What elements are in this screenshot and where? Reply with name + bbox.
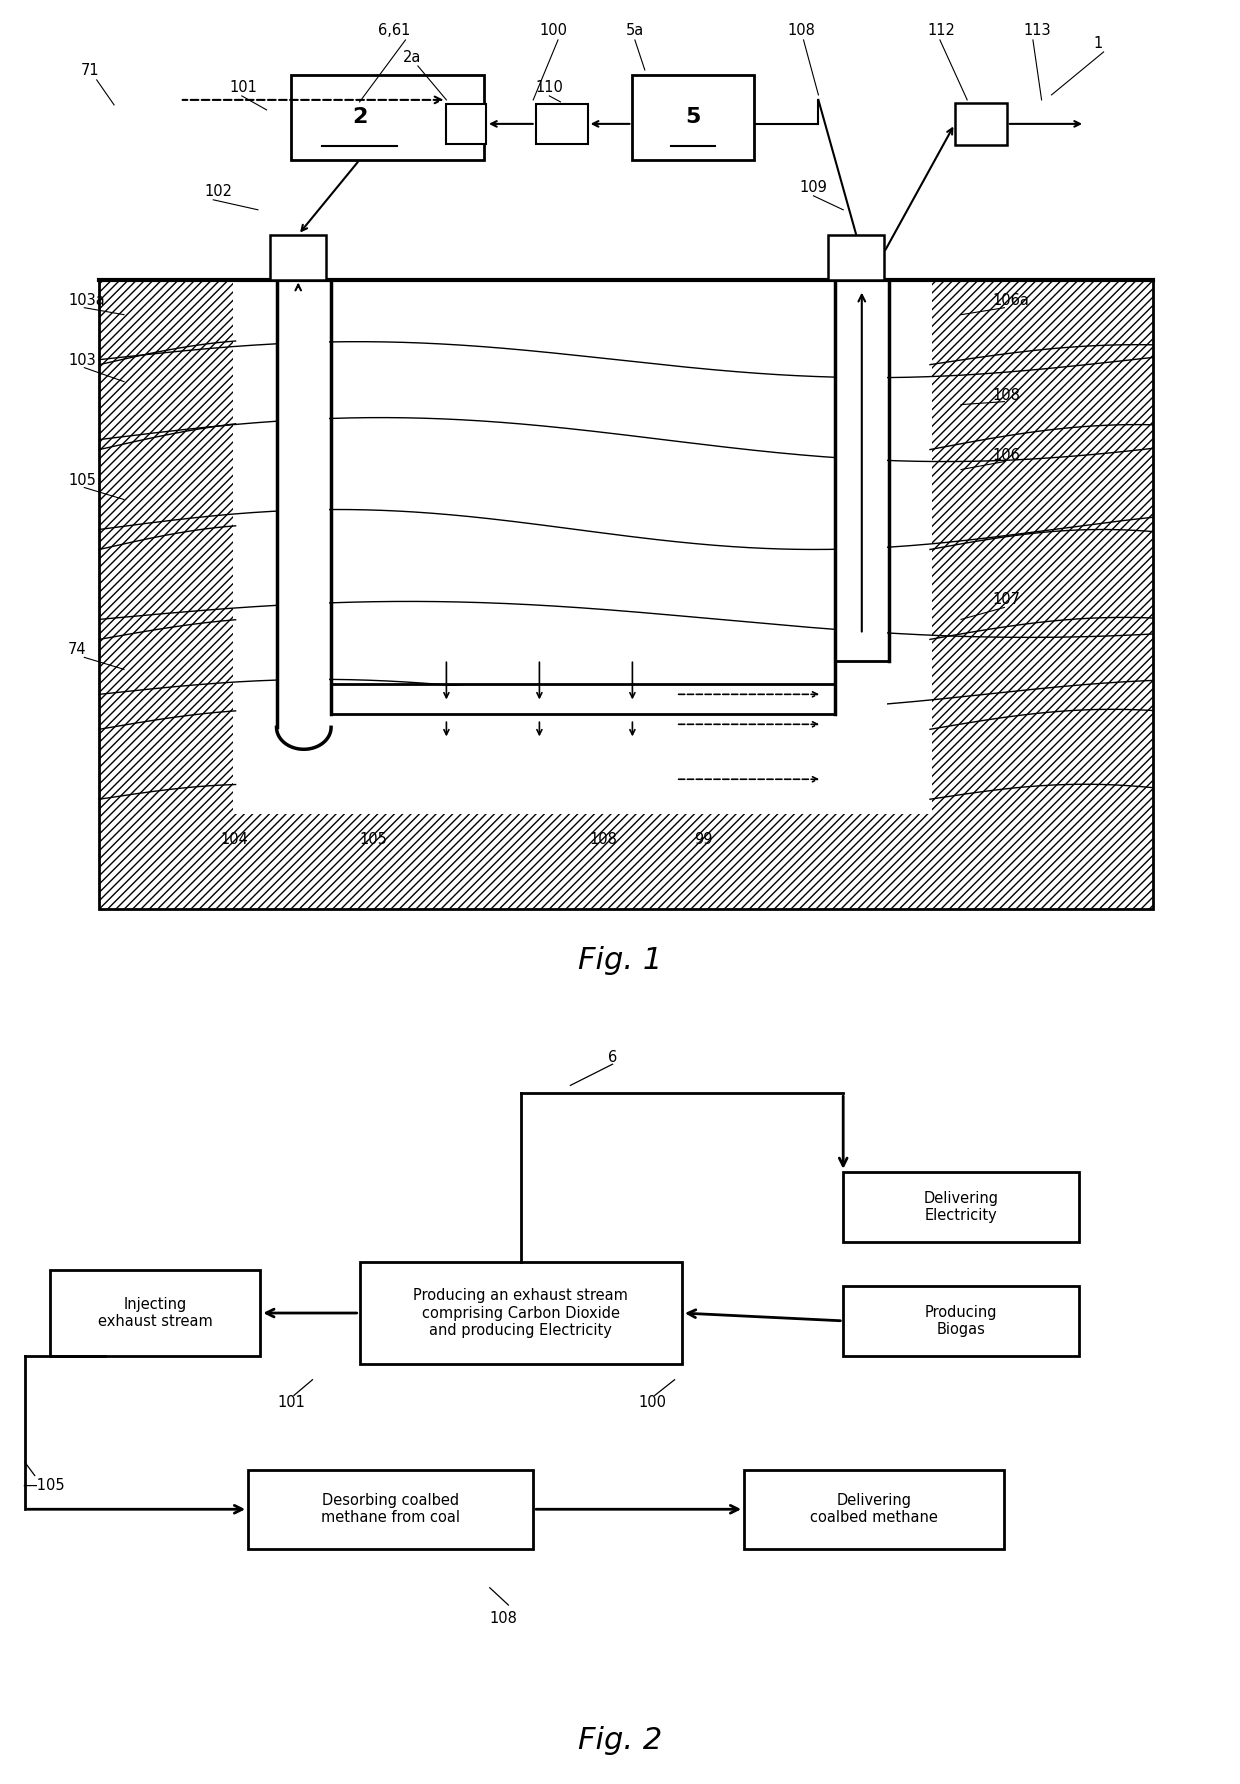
Bar bbox=[279, 280, 329, 749]
Text: 110: 110 bbox=[536, 80, 563, 95]
Text: 6,61: 6,61 bbox=[378, 23, 410, 37]
Bar bbox=[329, 687, 837, 712]
FancyBboxPatch shape bbox=[536, 103, 588, 145]
Text: 101: 101 bbox=[278, 1395, 305, 1409]
FancyBboxPatch shape bbox=[291, 75, 484, 161]
Text: 101: 101 bbox=[229, 80, 257, 95]
Text: 74: 74 bbox=[68, 642, 87, 657]
Text: 108: 108 bbox=[589, 831, 616, 847]
Text: 106: 106 bbox=[992, 448, 1019, 462]
Text: 113: 113 bbox=[1023, 23, 1050, 37]
Text: Delivering
Electricity: Delivering Electricity bbox=[924, 1192, 998, 1224]
Text: 109: 109 bbox=[800, 180, 827, 194]
Text: 1: 1 bbox=[1094, 36, 1102, 52]
FancyBboxPatch shape bbox=[446, 103, 486, 145]
Text: 108: 108 bbox=[490, 1611, 517, 1625]
Text: 2: 2 bbox=[352, 107, 367, 127]
FancyBboxPatch shape bbox=[955, 103, 1007, 145]
FancyBboxPatch shape bbox=[233, 280, 932, 814]
Text: —105: —105 bbox=[22, 1477, 64, 1493]
Text: 99: 99 bbox=[694, 831, 713, 847]
Text: 2a: 2a bbox=[403, 50, 422, 64]
FancyBboxPatch shape bbox=[843, 1172, 1079, 1242]
Text: 5a: 5a bbox=[626, 23, 645, 37]
Text: 106a: 106a bbox=[992, 293, 1029, 307]
Text: 104: 104 bbox=[221, 831, 248, 847]
FancyBboxPatch shape bbox=[248, 1470, 533, 1549]
Text: 112: 112 bbox=[928, 23, 955, 37]
Text: 100: 100 bbox=[539, 23, 568, 37]
Text: 105: 105 bbox=[68, 473, 95, 487]
Text: 108: 108 bbox=[787, 23, 815, 37]
Text: Injecting
exhaust stream: Injecting exhaust stream bbox=[98, 1297, 212, 1329]
Text: Producing
Biogas: Producing Biogas bbox=[925, 1304, 997, 1336]
Text: Fig. 2: Fig. 2 bbox=[578, 1725, 662, 1755]
Text: 102: 102 bbox=[205, 184, 233, 198]
FancyBboxPatch shape bbox=[843, 1286, 1079, 1356]
Text: 108: 108 bbox=[992, 387, 1019, 403]
Text: 103a: 103a bbox=[68, 293, 105, 307]
Text: 100: 100 bbox=[639, 1395, 667, 1409]
Text: 105: 105 bbox=[360, 831, 387, 847]
Text: Desorbing coalbed
methane from coal: Desorbing coalbed methane from coal bbox=[321, 1493, 460, 1525]
Text: 107: 107 bbox=[992, 592, 1021, 607]
FancyBboxPatch shape bbox=[233, 280, 932, 814]
FancyBboxPatch shape bbox=[50, 1270, 260, 1356]
Text: 103: 103 bbox=[68, 353, 95, 368]
Text: Delivering
coalbed methane: Delivering coalbed methane bbox=[810, 1493, 939, 1525]
Text: 6: 6 bbox=[608, 1049, 616, 1065]
FancyBboxPatch shape bbox=[270, 235, 326, 280]
FancyBboxPatch shape bbox=[632, 75, 754, 161]
FancyBboxPatch shape bbox=[360, 1261, 682, 1365]
FancyBboxPatch shape bbox=[828, 235, 884, 280]
FancyBboxPatch shape bbox=[744, 1470, 1004, 1549]
Text: Fig. 1: Fig. 1 bbox=[578, 946, 662, 976]
FancyBboxPatch shape bbox=[99, 280, 1153, 910]
Bar bbox=[837, 280, 887, 710]
Text: 5: 5 bbox=[686, 107, 701, 127]
Text: 71: 71 bbox=[81, 62, 99, 78]
Text: Producing an exhaust stream
comprising Carbon Dioxide
and producing Electricity: Producing an exhaust stream comprising C… bbox=[413, 1288, 629, 1338]
